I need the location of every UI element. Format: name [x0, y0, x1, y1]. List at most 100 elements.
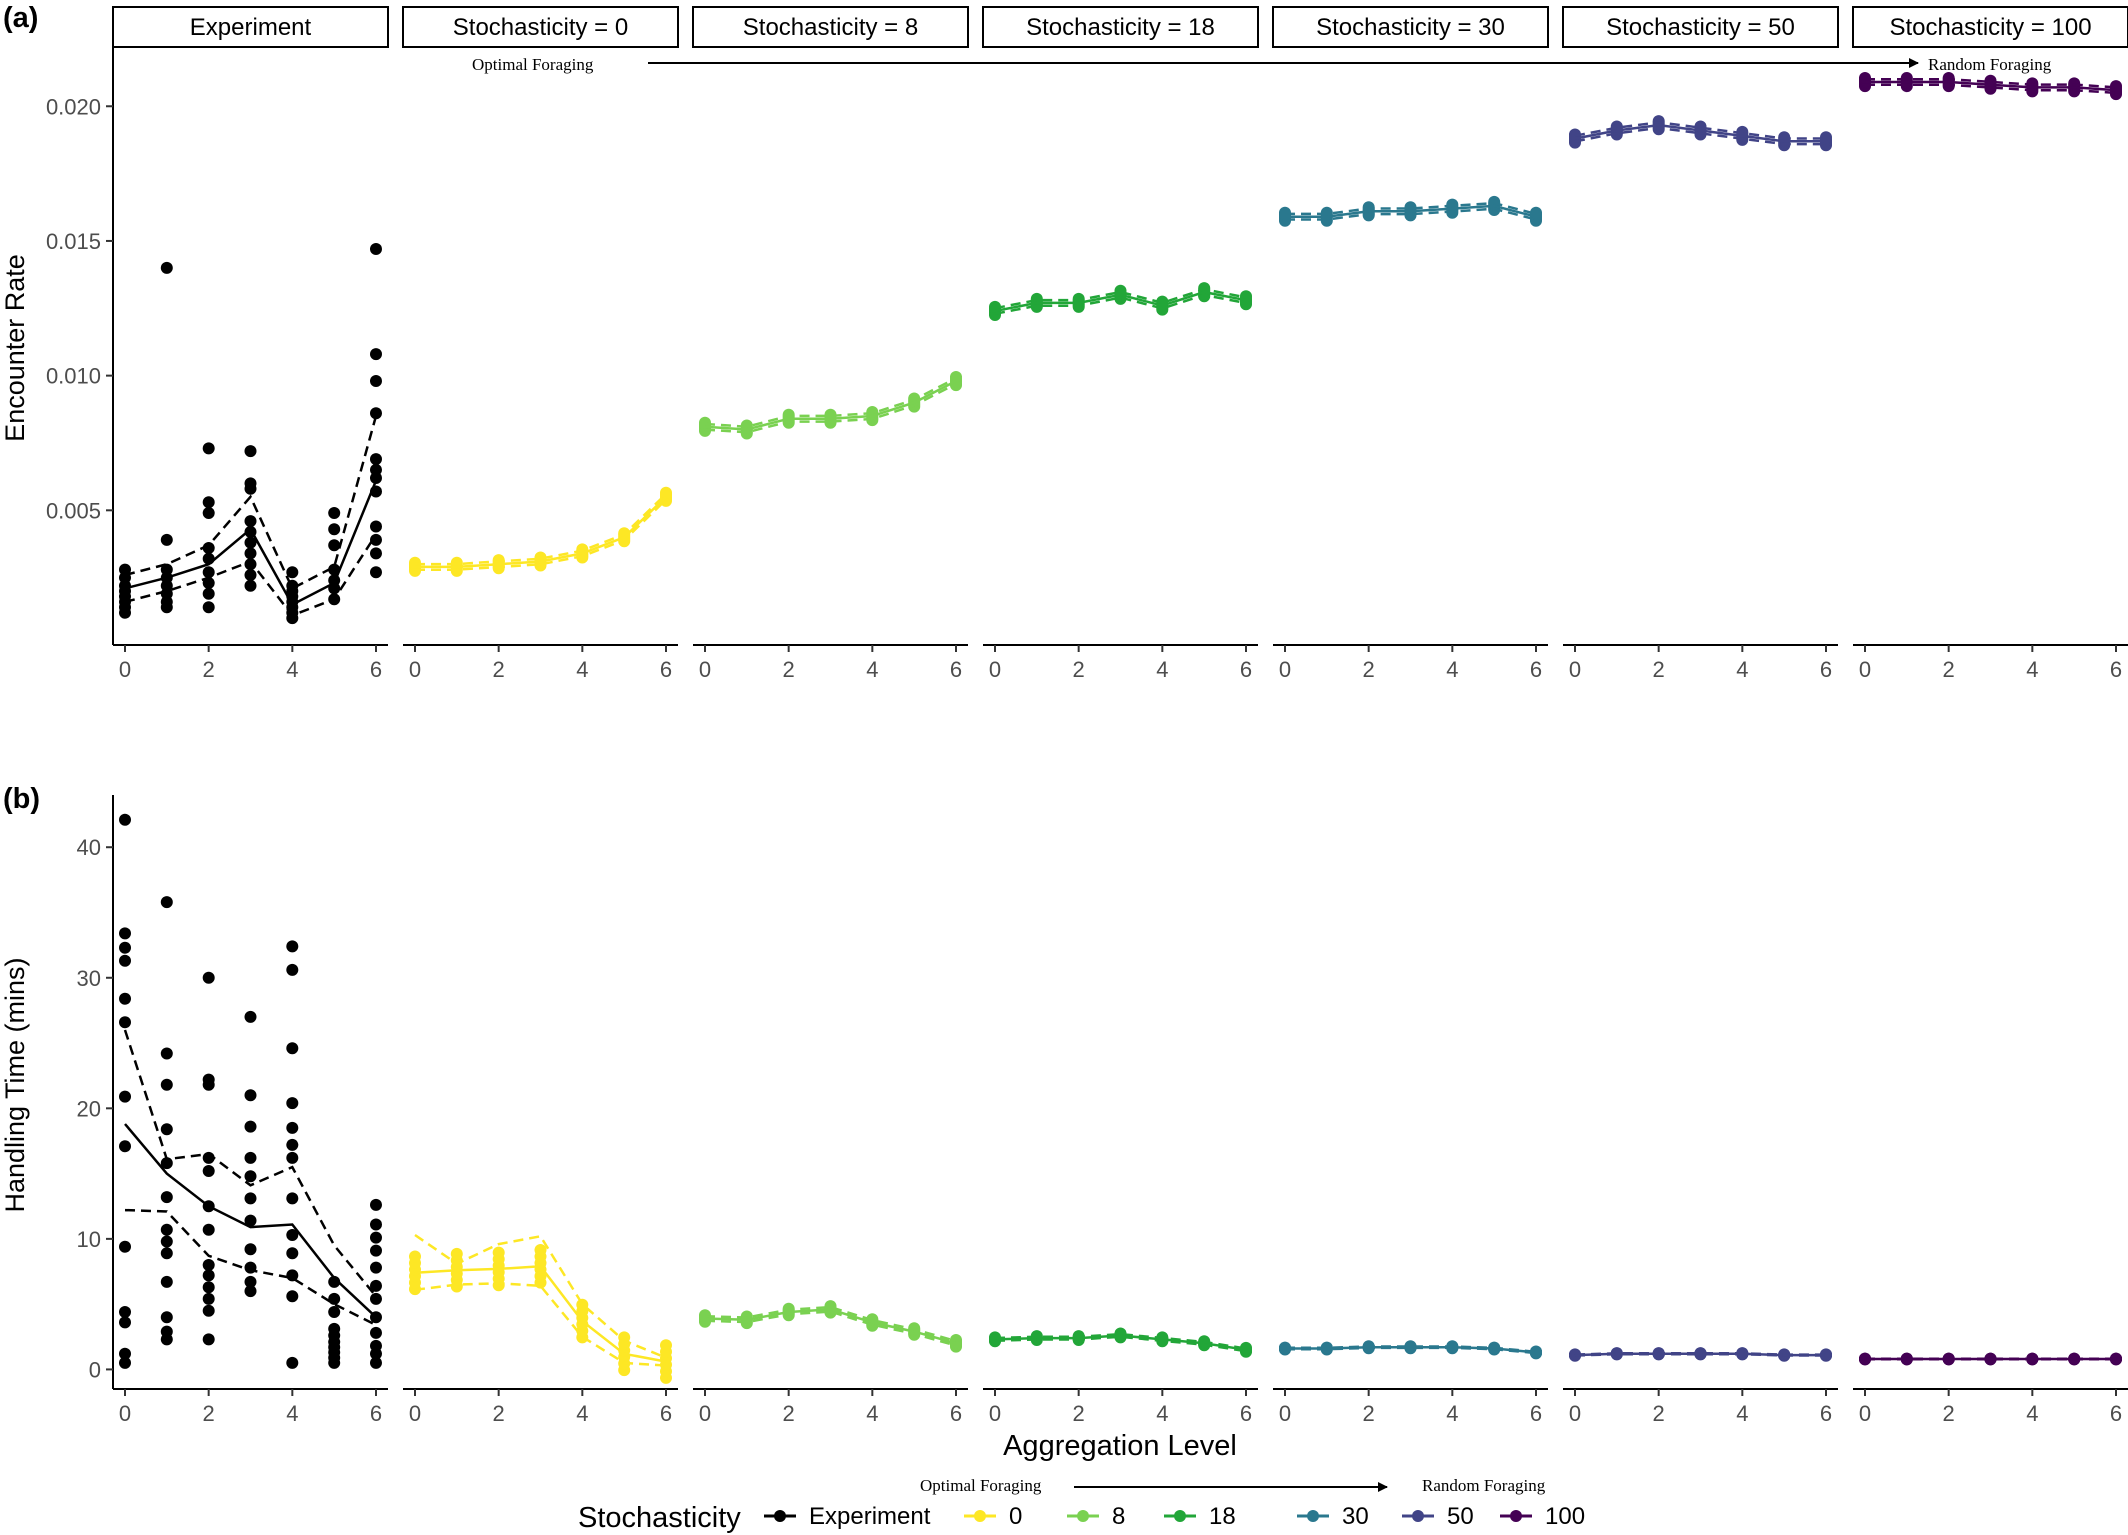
legend-key-point [974, 1510, 986, 1522]
x-tick-label: 6 [1240, 657, 1252, 682]
arrow-top-left-label: Optimal Foraging [472, 55, 594, 74]
experiment-point [119, 992, 131, 1005]
facet-label: Stochasticity = 50 [1606, 14, 1795, 41]
facet-label: Stochasticity = 100 [1889, 14, 2091, 41]
experiment-point [119, 1090, 131, 1103]
panel-label-b: (b) [3, 783, 40, 815]
legend-key-point [1510, 1510, 1522, 1522]
experiment-point [370, 533, 382, 546]
x-tick-label: 2 [1073, 657, 1085, 682]
x-tick-label: 2 [493, 657, 505, 682]
experiment-point [119, 1356, 131, 1369]
experiment-point [244, 558, 257, 571]
x-tick-label: 4 [1446, 1401, 1458, 1426]
x-tick-label: 0 [1279, 657, 1291, 682]
x-tick-label: 0 [699, 1401, 711, 1426]
series-0-point [618, 1331, 631, 1344]
x-tick-label: 6 [1530, 1401, 1542, 1426]
legend-key-point [774, 1510, 786, 1522]
experiment-point [244, 1170, 257, 1183]
facet-strip [692, 6, 969, 48]
experiment-point [119, 954, 131, 967]
legend-label: 30 [1342, 1503, 1369, 1530]
x-tick-label: 0 [1859, 1401, 1871, 1426]
experiment-point [202, 971, 215, 984]
experiment-point [370, 547, 382, 560]
experiment-point [244, 1010, 257, 1023]
series-30-upper-line [1285, 201, 1537, 216]
experiment-point [202, 577, 215, 589]
experiment-point [119, 1347, 131, 1360]
experiment-point [370, 453, 382, 466]
series-50-upper-line [1574, 121, 1826, 140]
experiment-point [119, 1316, 131, 1329]
x-tick-label: 6 [370, 657, 382, 682]
experiment-point [119, 1016, 131, 1029]
series-50-lower-line [1574, 126, 1826, 146]
experiment-point [244, 1214, 257, 1227]
experiment-point [286, 940, 299, 953]
x-tick-label: 2 [1943, 657, 1955, 682]
experiment-mean-line [124, 480, 378, 607]
series-0-upper-line [414, 1233, 667, 1359]
experiment-point [244, 569, 257, 581]
x-tick-label: 6 [950, 657, 962, 682]
experiment-point [202, 1223, 215, 1236]
y-tick-label: 0.015 [46, 229, 101, 254]
series-30-upper-line [1285, 1345, 1537, 1354]
legend-label: Experiment [809, 1503, 931, 1530]
experiment-point [202, 1259, 215, 1271]
experiment-point [160, 1123, 173, 1136]
experiment-upper-line [124, 415, 378, 591]
experiment-lower-line [124, 533, 378, 617]
facet-strip [112, 6, 389, 48]
experiment-point [370, 1356, 382, 1369]
series-8-mean-line [704, 379, 957, 431]
x-tick-label: 6 [660, 657, 672, 682]
x-tick-label: 0 [409, 1401, 421, 1426]
experiment-point [202, 442, 215, 455]
facet-label: Experiment [190, 14, 312, 41]
x-tick-label: 6 [1240, 1401, 1252, 1426]
experiment-point [202, 601, 215, 614]
y-axis-title-b: Handling Time (mins) [0, 957, 30, 1212]
x-tick-label: 0 [699, 657, 711, 682]
arrow-bottom-right-label: Random Foraging [1422, 1476, 1546, 1495]
x-tick-label: 2 [783, 657, 795, 682]
x-tick-label: 4 [866, 1401, 878, 1426]
series-18-mean-line [994, 290, 1247, 313]
x-tick-label: 2 [493, 1401, 505, 1426]
x-tick-label: 6 [950, 1401, 962, 1426]
series-18-mean-line [994, 1334, 1247, 1352]
experiment-point [286, 1192, 299, 1205]
x-tick-label: 0 [1859, 657, 1871, 682]
legend-key-point [1174, 1510, 1186, 1522]
legend-label: 8 [1112, 1503, 1125, 1530]
experiment-point [202, 496, 215, 509]
series-8-upper-line [704, 1305, 957, 1343]
experiment-point [202, 1333, 215, 1346]
experiment-point [244, 1151, 257, 1164]
experiment-point [202, 542, 215, 554]
arrow-bottom-left-label: Optimal Foraging [920, 1476, 1042, 1495]
x-tick-label: 4 [1736, 657, 1748, 682]
series-18-upper-line [994, 288, 1247, 310]
experiment-point [370, 1261, 382, 1274]
experiment-point [286, 963, 299, 976]
arrow-top-right-label: Random Foraging [1928, 55, 2052, 74]
x-tick-label: 2 [1653, 1401, 1665, 1426]
experiment-upper-line [123, 1029, 377, 1298]
experiment-point [202, 1281, 215, 1294]
facet-strip [402, 6, 679, 48]
x-tick-label: 0 [1569, 1401, 1581, 1426]
series-0-point [409, 1250, 421, 1263]
experiment-point [160, 896, 173, 909]
x-tick-label: 4 [286, 1401, 298, 1426]
y-tick-label: 0.020 [46, 94, 101, 119]
experiment-point [160, 1191, 173, 1204]
legend-key-point [1077, 1510, 1089, 1522]
series-50-mean-line [1574, 123, 1826, 143]
experiment-point [286, 566, 299, 579]
facet-label: Stochasticity = 0 [453, 14, 628, 41]
